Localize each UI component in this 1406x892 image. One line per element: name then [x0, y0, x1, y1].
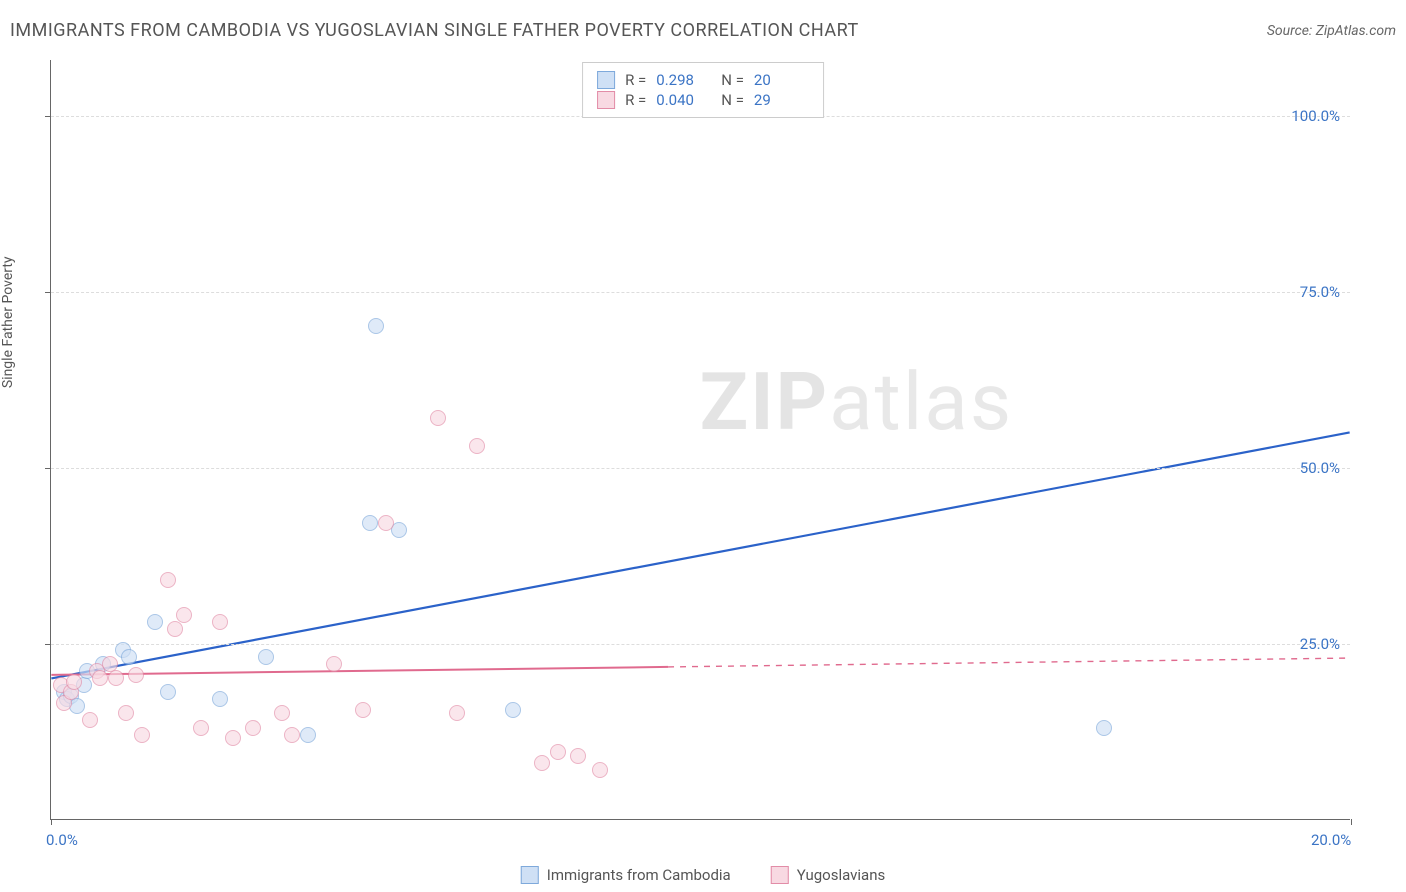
- legend-bottom-item: Immigrants from Cambodia: [521, 866, 731, 884]
- watermark: ZIPatlas: [700, 355, 1013, 449]
- y-axis-label: Single Father Poverty: [0, 256, 16, 388]
- plot-area: ZIPatlas 25.0%50.0%75.0%100.0%0.0%20.0%: [50, 60, 1350, 820]
- scatter-point: [378, 515, 394, 531]
- legend-swatch: [597, 91, 615, 109]
- watermark-bold: ZIP: [700, 355, 830, 449]
- scatter-point: [326, 656, 342, 672]
- legend-r-prefix: R =: [625, 91, 646, 109]
- scatter-point: [570, 748, 586, 764]
- trend-line: [51, 432, 1349, 678]
- trend-line-dashed: [668, 658, 1350, 667]
- scatter-point: [550, 744, 566, 760]
- ytick-label: 75.0%: [1300, 283, 1340, 301]
- legend-r-value: 0.040: [656, 91, 711, 109]
- scatter-point: [592, 762, 608, 778]
- legend-n-value: 29: [754, 91, 809, 109]
- scatter-point: [147, 614, 163, 630]
- tick-mark: [45, 644, 51, 645]
- legend-swatch: [597, 71, 615, 89]
- xtick-label: 0.0%: [46, 831, 78, 849]
- legend-series-name: Yugoslavians: [797, 866, 886, 884]
- scatter-point: [274, 705, 290, 721]
- scatter-point: [212, 691, 228, 707]
- scatter-point: [430, 410, 446, 426]
- tick-mark: [1351, 819, 1352, 825]
- scatter-point: [362, 515, 378, 531]
- legend-swatch: [771, 866, 789, 884]
- scatter-point: [108, 670, 124, 686]
- ytick-label: 25.0%: [1300, 635, 1340, 653]
- scatter-point: [300, 727, 316, 743]
- scatter-point: [469, 438, 485, 454]
- tick-mark: [45, 292, 51, 293]
- chart-title: IMMIGRANTS FROM CAMBODIA VS YUGOSLAVIAN …: [10, 20, 859, 41]
- legend-r-prefix: R =: [625, 71, 646, 89]
- scatter-point: [355, 702, 371, 718]
- scatter-point: [82, 712, 98, 728]
- scatter-point: [66, 674, 82, 690]
- scatter-point: [176, 607, 192, 623]
- scatter-point: [245, 720, 261, 736]
- tick-mark: [45, 468, 51, 469]
- legend-swatch: [521, 866, 539, 884]
- legend-n-value: 20: [754, 71, 809, 89]
- trend-line: [51, 667, 668, 675]
- scatter-point: [505, 702, 521, 718]
- scatter-point: [128, 667, 144, 683]
- legend-bottom: Immigrants from Cambodia Yugoslavians: [521, 866, 885, 884]
- gridline: [51, 644, 1350, 645]
- scatter-point: [534, 755, 550, 771]
- source-text: Source: ZipAtlas.com: [1267, 23, 1396, 39]
- scatter-point: [368, 318, 384, 334]
- legend-series-name: Immigrants from Cambodia: [547, 866, 731, 884]
- scatter-point: [193, 720, 209, 736]
- legend-top: R = 0.298 N = 20 R = 0.040 N = 29: [582, 62, 824, 118]
- trend-lines-svg: [51, 60, 1350, 819]
- scatter-point: [1096, 720, 1112, 736]
- scatter-point: [258, 649, 274, 665]
- legend-top-row: R = 0.040 N = 29: [597, 91, 809, 109]
- scatter-point: [449, 705, 465, 721]
- header: IMMIGRANTS FROM CAMBODIA VS YUGOSLAVIAN …: [10, 20, 1396, 41]
- scatter-point: [134, 727, 150, 743]
- tick-mark: [45, 116, 51, 117]
- legend-bottom-item: Yugoslavians: [771, 866, 886, 884]
- gridline: [51, 292, 1350, 293]
- scatter-point: [212, 614, 228, 630]
- legend-r-value: 0.298: [656, 71, 711, 89]
- scatter-point: [121, 649, 137, 665]
- scatter-point: [160, 684, 176, 700]
- legend-top-row: R = 0.298 N = 20: [597, 71, 809, 89]
- scatter-point: [225, 730, 241, 746]
- scatter-point: [167, 621, 183, 637]
- tick-mark: [51, 819, 52, 825]
- gridline: [51, 468, 1350, 469]
- ytick-label: 50.0%: [1300, 459, 1340, 477]
- scatter-point: [284, 727, 300, 743]
- scatter-point: [92, 670, 108, 686]
- scatter-point: [118, 705, 134, 721]
- watermark-rest: atlas: [829, 355, 1013, 449]
- scatter-point: [160, 572, 176, 588]
- ytick-label: 100.0%: [1291, 107, 1340, 125]
- legend-n-prefix: N =: [721, 91, 744, 109]
- legend-n-prefix: N =: [721, 71, 744, 89]
- xtick-label: 20.0%: [1311, 831, 1351, 849]
